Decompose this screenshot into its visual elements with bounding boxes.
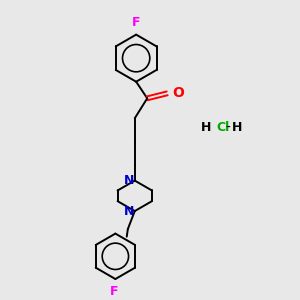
Text: F: F (132, 16, 140, 28)
Text: O: O (172, 86, 184, 100)
Text: Cl: Cl (217, 121, 230, 134)
Text: F: F (110, 285, 118, 298)
Text: H: H (201, 121, 211, 134)
Text: -: - (226, 120, 230, 134)
Text: H: H (232, 121, 242, 134)
Text: N: N (124, 173, 134, 187)
Text: N: N (124, 205, 134, 218)
